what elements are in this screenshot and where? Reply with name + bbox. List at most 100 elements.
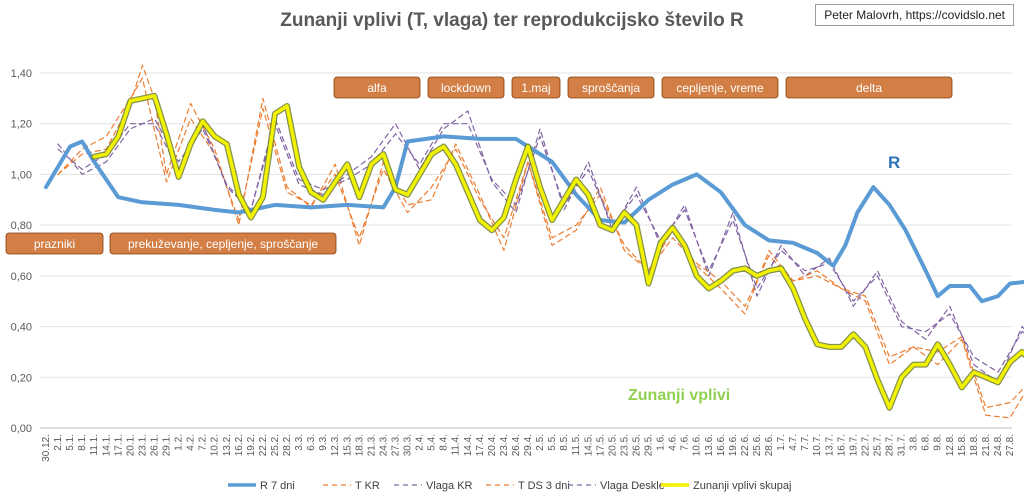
y-tick-label: 0,00 (11, 423, 32, 435)
x-tick-label: 27.3. (390, 434, 401, 456)
x-tick-label: 30.3. (403, 434, 414, 456)
legend-label: Vlaga KR (426, 480, 473, 492)
x-tick-label: 23.1. (137, 434, 148, 456)
annotation-box (109, 232, 337, 255)
x-tick-label: 16.6. (716, 434, 727, 456)
x-tick-label: 10.6. (692, 434, 703, 456)
x-tick-label: 29.1. (162, 434, 173, 456)
annotation-box (785, 76, 953, 99)
x-tick-label: 6.3. (306, 434, 317, 451)
x-tick-label: 7.6. (680, 434, 691, 451)
annotation-box (661, 76, 779, 99)
x-tick-label: 21.3. (366, 434, 377, 456)
x-tick-label: 12.3. (330, 434, 341, 456)
x-tick-label: 3.8. (909, 434, 920, 451)
x-tick-label: 12.8. (945, 434, 956, 456)
x-tick-label: 23.4. (499, 434, 510, 456)
x-tick-label: 14.4. (463, 434, 474, 456)
credit-box: Peter Malovrh, https://covidslo.net (815, 4, 1014, 26)
x-tick-label: 1.2. (174, 434, 185, 451)
legend-label: T DS 3 dni (518, 480, 570, 492)
x-tick-label: 26.1. (149, 434, 160, 456)
annotation-box (333, 76, 421, 99)
x-tick-label: 11.5. (571, 434, 582, 456)
x-tick-label: 31.7. (897, 434, 908, 456)
annotation-label: delta (856, 81, 882, 95)
legend-label: T KR (355, 480, 380, 492)
x-tick-label: 11.4. (451, 434, 462, 456)
x-tick-label: 11.1. (89, 434, 100, 456)
x-tick-label: 18.8. (969, 434, 980, 456)
x-tick-label: 6.8. (921, 434, 932, 451)
x-tick-label: 7.2. (198, 434, 209, 451)
x-tick-label: 14.5. (583, 434, 594, 456)
legend-label: Zunanji vplivi skupaj (693, 480, 791, 492)
y-tick-label: 0,20 (11, 372, 32, 384)
x-tick-label: 28.6. (764, 434, 775, 456)
series-line (92, 94, 1024, 410)
x-tick-label: 2.1. (53, 434, 64, 451)
annotation-box (567, 76, 655, 99)
x-tick-label: 28.7. (885, 434, 896, 456)
x-tick-label: 29.4. (523, 434, 534, 456)
x-tick-label: 17.4. (475, 434, 486, 456)
annotation-label: lockdown (441, 81, 491, 95)
y-tick-label: 1,00 (11, 169, 32, 181)
x-tick-label: 16.7. (836, 434, 847, 456)
x-tick-label: 19.2. (246, 434, 257, 456)
x-tick-label: 8.1. (77, 434, 88, 451)
chart-title: Zunanji vplivi (T, vlaga) ter reprodukci… (280, 10, 744, 31)
annotation-label: prekuževanje, cepljenje, sproščanje (128, 237, 318, 251)
x-tick-label: 8.5. (559, 434, 570, 451)
x-tick-label: 18.3. (354, 434, 365, 456)
annotation-box (427, 76, 505, 99)
x-tick-label: 13.6. (704, 434, 715, 456)
x-tick-label: 5.5. (547, 434, 558, 451)
y-tick-label: 1,40 (11, 68, 32, 80)
annotation-box (511, 76, 561, 99)
y-tick-label: 0,60 (11, 271, 32, 283)
x-tick-label: 19.7. (848, 434, 859, 456)
x-tick-label: 21.8. (981, 434, 992, 456)
x-tick-label: 26.4. (511, 434, 522, 456)
x-tick-label: 16.2. (234, 434, 245, 456)
x-tick-label: 20.4. (487, 434, 498, 456)
x-tick-label: 25.6. (752, 434, 763, 456)
x-tick-label: 29.5. (644, 434, 655, 456)
x-tick-label: 15.3. (342, 434, 353, 456)
x-tick-label: 20.1. (125, 434, 136, 456)
x-tick-label: 5.1. (65, 434, 76, 451)
x-tick-label: 20.5. (607, 434, 618, 456)
x-tick-label: 3.3. (294, 434, 305, 451)
x-tick-label: 9.8. (933, 434, 944, 451)
x-tick-label: 1.7. (776, 434, 787, 451)
annotation-label: sproščanja (582, 81, 640, 95)
annotation-box (5, 232, 104, 255)
legend-label: Vlaga Deskle (600, 480, 665, 492)
x-tick-label: 22.6. (740, 434, 751, 456)
x-tick-label: 24.3. (378, 434, 389, 456)
x-tick-label: 1.6. (656, 434, 667, 451)
series-line (44, 134, 1024, 304)
series-inline-label: R (888, 153, 900, 172)
x-tick-label: 15.8. (957, 434, 968, 456)
x-tick-label: 30.12. (41, 434, 52, 462)
x-tick-label: 9.3. (318, 434, 329, 451)
x-tick-label: 8.4. (439, 434, 450, 451)
x-tick-label: 4.6. (668, 434, 679, 451)
x-tick-label: 2.5. (535, 434, 546, 451)
x-tick-label: 27.8. (1005, 434, 1016, 456)
y-tick-label: 0,80 (11, 220, 32, 232)
x-tick-label: 4.7. (788, 434, 799, 451)
x-tick-label: 28.2. (282, 434, 293, 456)
annotation-label: 1.maj (521, 81, 550, 95)
annotation-label: prazniki (34, 237, 75, 251)
annotation-label: cepljenje, vreme (676, 81, 764, 95)
x-tick-label: 10.7. (812, 434, 823, 456)
x-tick-label: 10.2. (210, 434, 221, 456)
x-tick-label: 7.7. (800, 434, 811, 451)
x-tick-label: 24.8. (993, 434, 1004, 456)
x-tick-label: 13.2. (222, 434, 233, 456)
y-tick-label: 1,20 (11, 119, 32, 131)
x-tick-label: 5.4. (427, 434, 438, 451)
